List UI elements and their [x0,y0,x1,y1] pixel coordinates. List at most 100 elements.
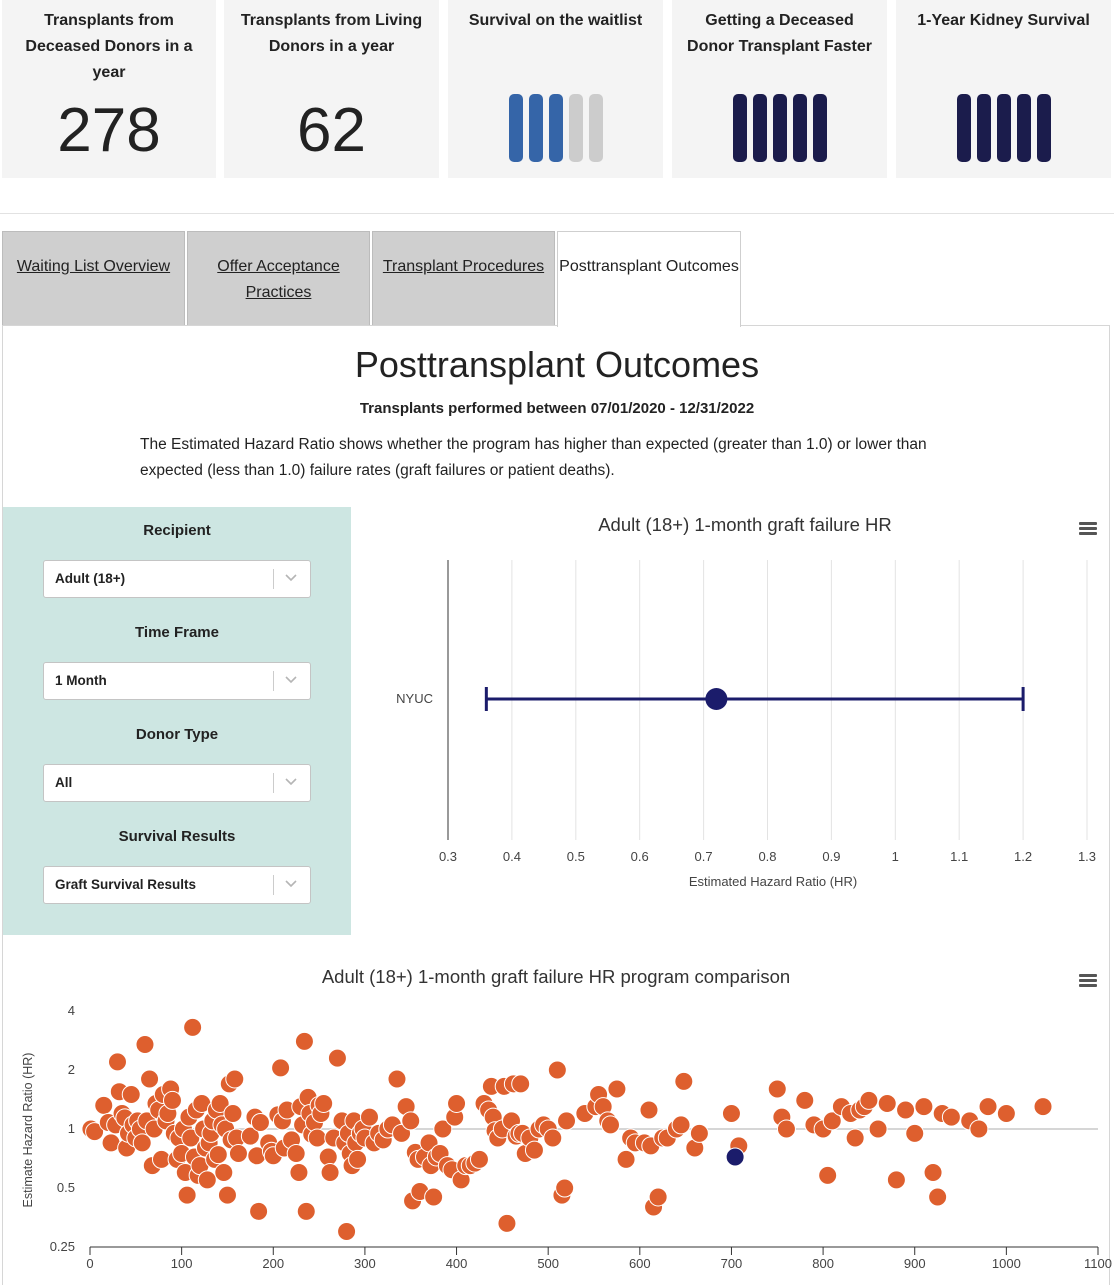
program-point [818,1165,838,1185]
rating-bars [672,94,887,162]
summary-cards: Transplants from Deceased Donors in a ye… [0,0,1114,178]
recipient-select[interactable]: Adult (18+) [43,560,311,598]
comparison-x-tick-label: 300 [354,1256,376,1271]
program-point [671,1115,691,1135]
program-point [433,1119,453,1139]
chevron-down-icon[interactable] [284,672,298,686]
hr-x-tick-label: 0.3 [439,849,457,864]
comparison-x-tick-label: 600 [629,1256,651,1271]
program-point [210,1093,230,1113]
program-point [969,1119,989,1139]
program-point [217,1185,237,1205]
program-point [359,1107,379,1127]
program-point [767,1079,787,1099]
page-subtitle: Transplants performed between 07/01/2020… [359,400,755,417]
card-title: Transplants from Deceased Donors in a ye… [25,12,193,81]
program-point [140,1069,160,1089]
program-point [511,1074,531,1094]
program-point [85,1122,105,1142]
program-point [896,1100,916,1120]
rating-bar-filled [508,94,523,162]
card-waitlist-survival[interactable]: Survival on the waitlist [448,0,663,178]
rating-bar-filled [1016,94,1031,162]
program-point [314,1093,334,1113]
survival-results-label: Survival Results [118,828,236,845]
menu-icon[interactable] [1079,522,1097,536]
chevron-down-icon[interactable] [284,876,298,890]
page-description: The Estimated Hazard Ratio shows whether… [140,436,927,479]
hr-estimate-point [705,688,728,710]
comparison-axes: 0.25 0.5 1 2 4 0 100 200 300 400 500 600 700 800 900 10… [50,1003,1112,1271]
rating-bar-filled [812,94,827,162]
page-title: Posttransplant Outcomes [354,344,760,385]
program-point [497,1213,517,1233]
program-point [524,1140,544,1160]
hr-x-axis-label: Estimated Hazard Ratio (HR) [689,874,857,889]
survival-results-select[interactable]: Graft Survival Results [43,866,311,904]
rating-bar-filled [996,94,1011,162]
program-point [905,1123,925,1143]
recipient-label: Recipient [143,522,211,539]
program-point [208,1145,228,1165]
hr-x-tick-label: 0.5 [567,849,585,864]
hr-x-tick-label: 0.6 [631,849,649,864]
comparison-x-tick-label: 700 [721,1256,743,1271]
program-point [337,1221,357,1241]
card-deceased-donors[interactable]: Transplants from Deceased Donors in a ye… [2,0,216,178]
comparison-x-tick-label: 200 [262,1256,284,1271]
select-separator [273,875,274,895]
tab-waiting-list-overview[interactable]: Waiting List Overview [2,231,185,325]
rating-bar-empty [588,94,603,162]
rating-bar-filled [1036,94,1051,162]
comparison-y-axis-label: Estimate Hazard Ratio (HR) [21,1053,35,1208]
hr-marks [484,687,1025,711]
chevron-down-icon[interactable] [284,570,298,584]
card-living-donors[interactable]: Transplants from Living Donors in a year… [224,0,439,178]
tab-posttransplant-outcomes[interactable]: Posttransplant Outcomes [557,231,741,327]
card-value: 278 [57,96,161,165]
card-value: 62 [297,96,366,165]
program-point [859,1090,879,1110]
tab-transplant-procedures[interactable]: Transplant Procedures [372,231,555,325]
program-point [639,1100,659,1120]
donor-type-select[interactable]: All [43,764,311,802]
rating-bar-filled [956,94,971,162]
rating-bar-filled [792,94,807,162]
program-point [135,1034,155,1054]
tab-label: Waiting List Overview [16,258,171,275]
comparison-x-tick-label: 100 [171,1256,193,1271]
program-point [223,1103,243,1123]
hr-chart-title: Adult (18+) 1-month graft failure HR [598,514,892,535]
comparison-x-tick-label: 0 [86,1256,93,1271]
rating-bar-filled [976,94,991,162]
chevron-down-icon[interactable] [284,774,298,788]
program-point [845,1128,865,1148]
comparison-y-tick-label: 1 [68,1121,75,1136]
program-point [648,1187,668,1207]
program-point [94,1095,114,1115]
program-point [327,1048,347,1068]
program-point [286,1143,306,1163]
card-title: Transplants from Living Donors in a year [240,12,423,55]
card-title: 1-Year Kidney Survival [917,12,1090,29]
comparison-x-tick-label: 800 [812,1256,834,1271]
card-kidney-survival[interactable]: 1-Year Kidney Survival [896,0,1111,178]
program-point [132,1133,152,1153]
comparison-chart: Adult (18+) 1-month graft failure HR pro… [21,966,1112,1271]
rating-bar-filled [772,94,787,162]
program-point [978,1097,998,1117]
rating-bar-filled [528,94,543,162]
program-point [555,1178,575,1198]
card-transplant-faster[interactable]: Getting a Deceased Donor Transplant Fast… [672,0,887,178]
tab-offer-acceptance[interactable]: Offer Acceptance Practices [187,231,370,325]
select-separator [273,569,274,589]
comparison-y-tick-label: 4 [68,1003,75,1018]
comparison-y-tick-label: 2 [68,1062,75,1077]
comparison-x-tick-label: 400 [446,1256,468,1271]
time-frame-select[interactable]: 1 Month [43,662,311,700]
program-point [320,1162,340,1182]
select-separator [273,773,274,793]
menu-icon[interactable] [1079,974,1097,988]
program-point [795,1090,815,1110]
program-point [197,1170,217,1190]
